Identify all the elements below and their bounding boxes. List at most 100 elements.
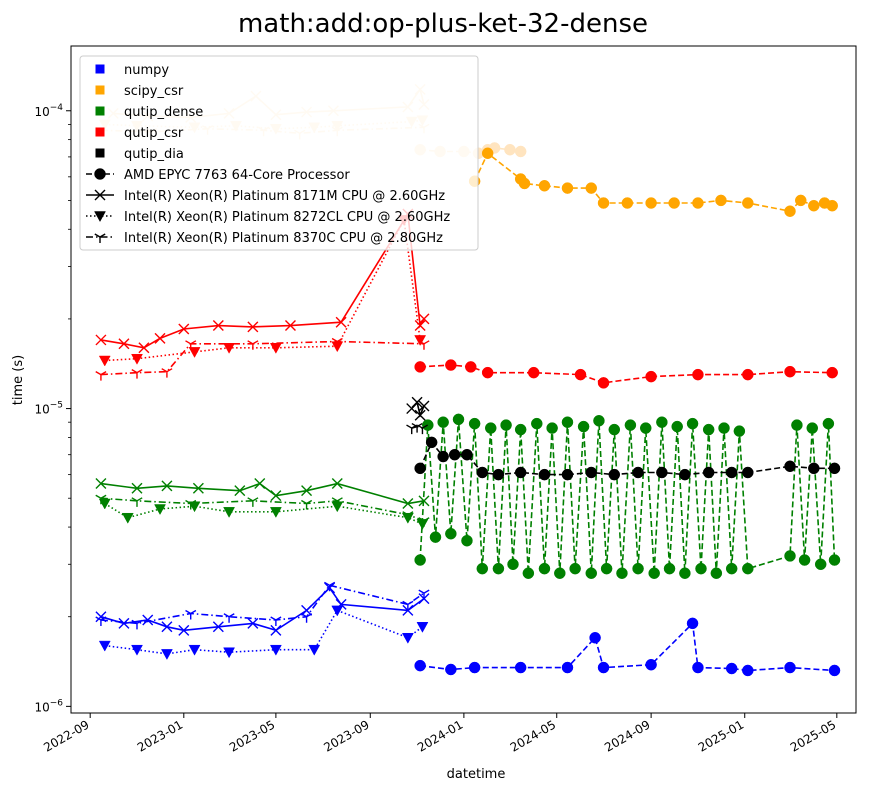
data-point xyxy=(695,562,707,575)
series-qutip-dense-epyc xyxy=(414,413,841,579)
data-point xyxy=(223,507,235,518)
data-point xyxy=(223,647,235,659)
data-point xyxy=(178,624,190,636)
data-point xyxy=(481,147,494,160)
data-point xyxy=(324,581,336,592)
data-point xyxy=(269,507,282,518)
data-point xyxy=(514,423,527,436)
data-point xyxy=(154,504,166,516)
data-point xyxy=(671,420,683,433)
data-point xyxy=(806,422,819,434)
series-qutip-dense-8370c xyxy=(95,494,430,527)
data-point xyxy=(161,368,173,378)
data-point xyxy=(514,466,527,479)
series-qutip-csr-epyc xyxy=(414,359,838,389)
data-point xyxy=(814,558,827,571)
legend-swatch xyxy=(95,127,105,137)
data-point xyxy=(414,335,427,346)
data-point xyxy=(161,621,173,633)
data-point xyxy=(504,143,516,156)
data-point xyxy=(247,340,259,350)
data-point xyxy=(95,478,107,490)
legend: numpy scipy_csr qutip_dense qutip_csr qutip_… xyxy=(79,55,479,251)
data-point xyxy=(784,205,796,217)
data-point xyxy=(402,511,414,521)
data-point xyxy=(784,661,796,674)
data-point xyxy=(784,365,796,378)
data-point xyxy=(538,562,551,575)
data-point xyxy=(418,589,430,600)
data-point xyxy=(212,621,224,633)
data-point xyxy=(301,485,313,497)
data-point xyxy=(95,334,107,346)
data-point xyxy=(585,567,598,579)
data-point xyxy=(416,622,429,633)
data-point xyxy=(702,466,715,479)
legend-box xyxy=(79,55,479,251)
data-point xyxy=(597,661,610,674)
data-point xyxy=(468,417,481,430)
data-point xyxy=(668,197,680,209)
data-point xyxy=(131,497,143,507)
data-point xyxy=(492,468,505,481)
data-point xyxy=(445,359,457,371)
legend-marker xyxy=(94,168,106,180)
data-point xyxy=(795,194,807,207)
data-point xyxy=(476,466,489,479)
data-point xyxy=(663,562,676,575)
legend-item-amd-epyc-7763-64-core-processor: AMD EPYC 7763 64-Core Processor xyxy=(86,168,350,183)
data-point xyxy=(476,562,489,575)
data-point xyxy=(702,423,715,436)
data-point xyxy=(585,182,598,194)
data-point xyxy=(522,567,535,579)
legend-item-qutip-dia: qutip_dia xyxy=(95,147,184,162)
data-point xyxy=(645,197,657,209)
data-point xyxy=(554,567,566,579)
legend-swatch xyxy=(95,64,105,74)
data-point xyxy=(95,616,107,626)
data-point xyxy=(284,320,296,332)
data-point xyxy=(742,197,754,209)
data-point xyxy=(425,436,438,449)
data-point xyxy=(331,605,344,617)
data-point xyxy=(791,419,803,431)
series-qutip-dia-8171m xyxy=(406,396,430,421)
series-line-qutip-dense-8370c xyxy=(100,497,425,522)
data-point xyxy=(223,613,235,623)
data-point xyxy=(161,480,173,492)
legend-label: AMD EPYC 7763 64-Core Processor xyxy=(124,168,350,183)
data-point xyxy=(414,554,426,566)
data-point xyxy=(742,466,754,479)
data-point xyxy=(445,527,457,540)
legend-item-qutip-dense: qutip_dense xyxy=(95,105,203,120)
data-point xyxy=(742,368,754,381)
data-point xyxy=(402,604,414,616)
data-point xyxy=(461,448,473,461)
data-point xyxy=(561,661,574,674)
data-point xyxy=(95,371,107,381)
data-point xyxy=(331,478,343,490)
data-point xyxy=(733,425,746,437)
data-point xyxy=(247,617,259,629)
legend-marker xyxy=(94,189,106,201)
data-point xyxy=(414,659,426,672)
data-point xyxy=(301,604,313,616)
data-point xyxy=(608,468,621,481)
data-point xyxy=(98,355,111,367)
legend-item-numpy: numpy xyxy=(95,63,169,78)
data-point xyxy=(715,194,727,207)
data-point xyxy=(468,661,481,674)
data-point xyxy=(414,320,426,332)
data-point xyxy=(597,377,610,389)
data-point xyxy=(185,499,197,510)
data-point xyxy=(422,419,434,431)
legend-label: Intel(R) Xeon(R) Platinum 8272CL CPU @ 2… xyxy=(124,210,450,225)
data-point xyxy=(481,366,494,379)
data-point xyxy=(597,197,610,209)
legend-item-intel-r-xeon-r-platinum-8171m-cpu-2-60ghz: Intel(R) Xeon(R) Platinum 8171M CPU @ 2.… xyxy=(86,189,445,204)
legend-swatch xyxy=(95,106,105,116)
data-point xyxy=(192,482,204,494)
data-point xyxy=(414,361,426,373)
data-point xyxy=(798,554,811,566)
